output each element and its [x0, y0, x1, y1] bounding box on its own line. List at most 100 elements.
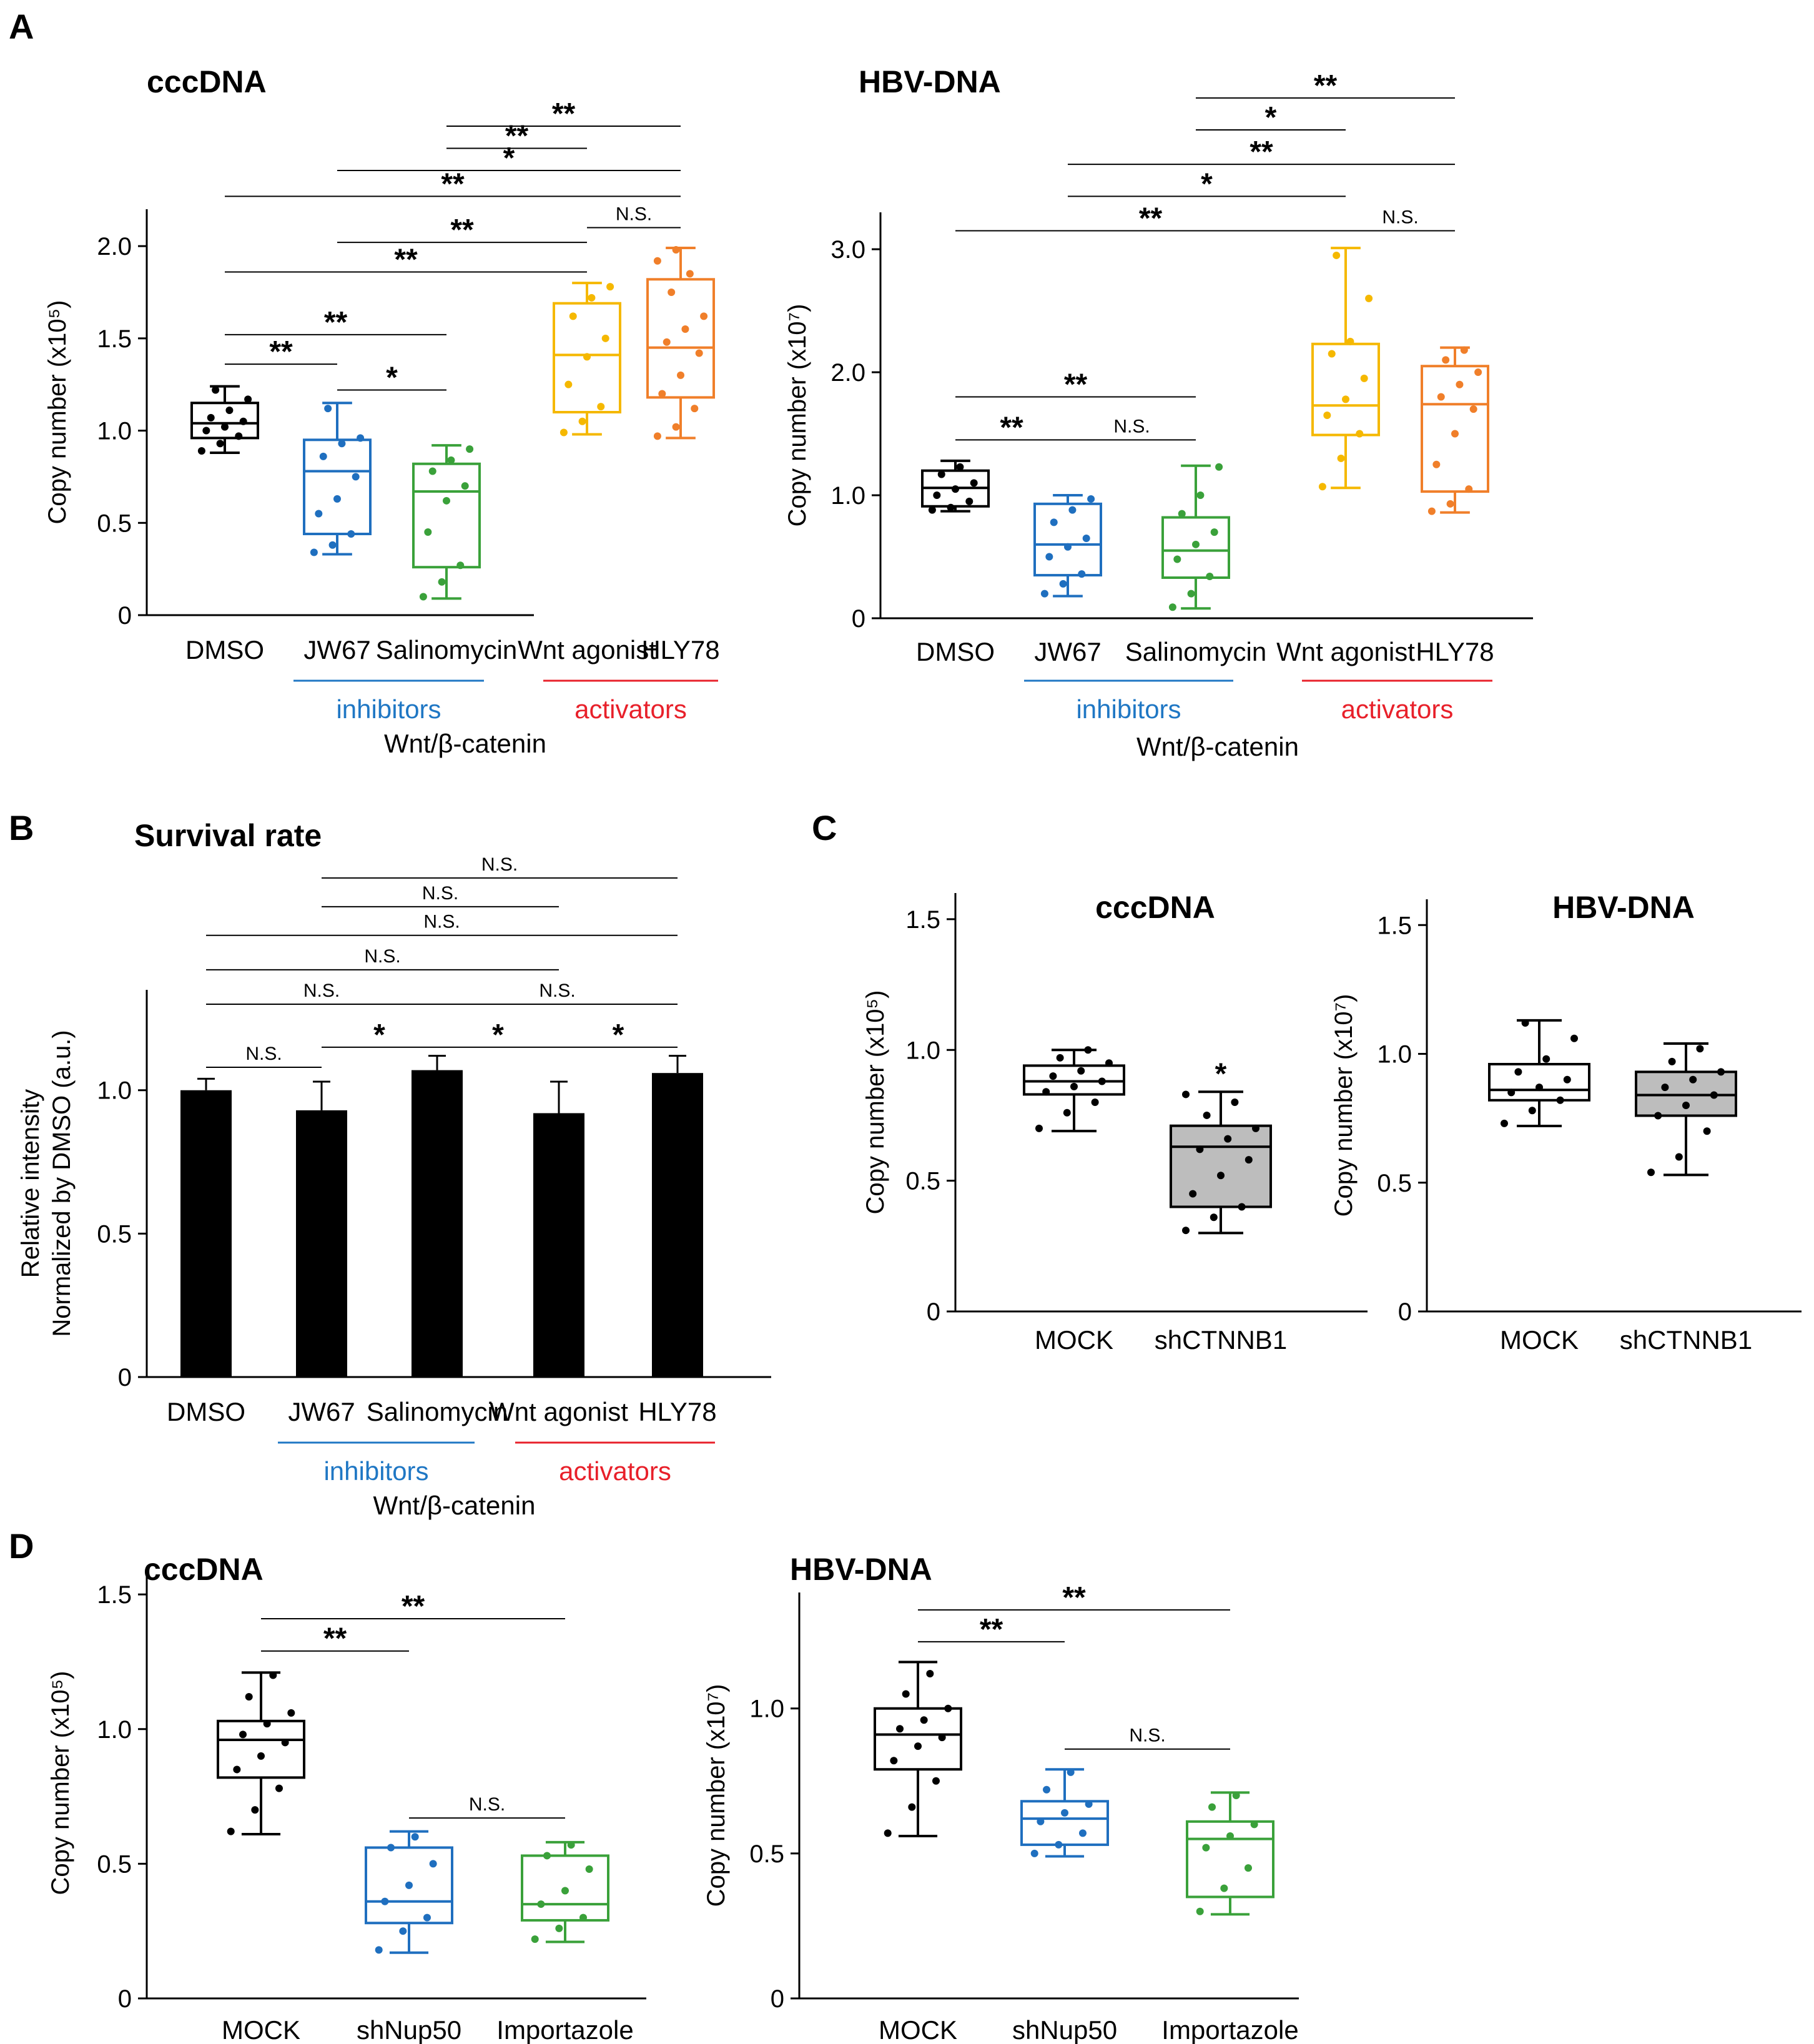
- chart-a-hbv-dna: 0 1.0 2.0 3.0 DMSO JW67 Salinomycin Wnt agonist…: [784, 64, 1533, 761]
- y-axis-label: Copy number (x10⁵): [44, 300, 71, 525]
- box-iqr: [553, 302, 621, 413]
- data-point: [244, 395, 252, 403]
- data-point: [239, 1730, 247, 1739]
- data-point: [1063, 1108, 1071, 1117]
- box-iqr: [874, 1707, 962, 1771]
- chart-title: cccDNA: [144, 1552, 264, 1587]
- significance-label: **: [441, 167, 465, 200]
- data-point: [1521, 1019, 1529, 1027]
- data-point: [1210, 528, 1218, 536]
- data-point: [1064, 543, 1072, 551]
- data-point: [653, 432, 661, 440]
- data-point: [583, 353, 591, 361]
- x-tick-label: Importazole: [496, 2015, 633, 2044]
- group-label: activators: [1341, 694, 1454, 724]
- chart-title: cccDNA: [1095, 890, 1215, 925]
- data-point: [1220, 1884, 1228, 1892]
- bar: [533, 1113, 584, 1377]
- data-point: [1045, 553, 1053, 561]
- group-label: inhibitors: [323, 1456, 428, 1486]
- y-tick-label: 3.0: [831, 236, 865, 264]
- data-point: [1187, 590, 1195, 598]
- data-point: [653, 257, 661, 265]
- data-point: [287, 1709, 295, 1717]
- data-point: [564, 380, 573, 388]
- y-tick-label: 1.0: [749, 1696, 784, 1723]
- data-point: [1078, 570, 1086, 578]
- data-point: [1427, 507, 1436, 515]
- bar: [412, 1070, 463, 1377]
- data-point: [1056, 1054, 1064, 1062]
- data-point: [890, 1757, 898, 1765]
- chart-a-cccdna: 0 0.5 1.0 1.5 2.0 DMSO JW67 Salinomycin Wnt agon…: [44, 64, 720, 758]
- y-axis-label: Copy number (x10⁷): [702, 1684, 730, 1907]
- data-point: [1323, 412, 1331, 419]
- y-tick-label: 1.5: [97, 1581, 132, 1609]
- x-tick-label: shCTNNB1: [1620, 1325, 1752, 1355]
- data-point: [315, 510, 323, 518]
- data-point: [1182, 1090, 1190, 1099]
- data-point: [1647, 1168, 1655, 1177]
- chart-d-cccdna: 0 0.5 1.0 1.5 MOCK shNup50 Importazole cccDNA Co…: [47, 1552, 646, 2044]
- box-iqr: [1311, 342, 1380, 437]
- data-point: [1210, 1213, 1218, 1222]
- data-point: [216, 440, 224, 448]
- significance-label: *: [386, 362, 398, 395]
- chart-title: HBV-DNA: [1552, 890, 1695, 925]
- significance-label: N.S.: [423, 912, 460, 932]
- data-point: [1446, 500, 1454, 508]
- data-point: [970, 479, 978, 487]
- y-tick-label: 1.0: [1377, 1041, 1412, 1069]
- box-2: [1161, 463, 1230, 611]
- data-point: [1202, 1844, 1210, 1852]
- box-1: [303, 402, 372, 556]
- data-point: [588, 294, 596, 302]
- y-tick-label: 0: [118, 1985, 132, 2013]
- data-point: [1437, 393, 1445, 401]
- data-point: [1208, 1803, 1216, 1811]
- data-point: [411, 1833, 419, 1841]
- data-point: [914, 1742, 922, 1750]
- data-point: [937, 470, 945, 478]
- data-point: [555, 1924, 563, 1932]
- box-1: [1170, 1090, 1272, 1235]
- data-point: [559, 428, 568, 437]
- data-point: [333, 495, 341, 503]
- data-point: [227, 1827, 235, 1835]
- data-point: [944, 1704, 952, 1712]
- box-iqr: [1421, 365, 1489, 493]
- data-point: [235, 432, 243, 440]
- data-point: [1456, 380, 1464, 388]
- data-point: [257, 1752, 265, 1760]
- data-point: [920, 1716, 928, 1724]
- y-tick-label: 0.5: [749, 1840, 784, 1868]
- significance-label: *: [503, 142, 515, 175]
- data-point: [1563, 1075, 1571, 1084]
- data-point: [1318, 483, 1326, 491]
- significance-label: N.S.: [539, 980, 575, 1001]
- significance-label: N.S.: [245, 1044, 282, 1064]
- data-point: [1178, 510, 1186, 518]
- y-tick-label: 1.0: [905, 1037, 940, 1064]
- data-point: [1196, 1907, 1204, 1915]
- data-point: [1432, 460, 1441, 468]
- y-axis-label: Copy number (x10⁵): [862, 990, 889, 1215]
- data-point: [1085, 1800, 1093, 1808]
- y-tick-label: 1.0: [97, 418, 132, 445]
- data-point: [1030, 1849, 1038, 1857]
- data-point: [357, 434, 365, 442]
- data-point: [319, 452, 327, 460]
- data-point: [681, 325, 689, 333]
- data-point: [1570, 1034, 1578, 1042]
- data-point: [275, 1784, 283, 1792]
- data-point: [1224, 1135, 1232, 1143]
- data-point: [1078, 1829, 1087, 1837]
- data-point: [1442, 356, 1450, 364]
- panel-label-a: A: [9, 7, 34, 46]
- data-point: [310, 548, 318, 556]
- significance-label: *: [613, 1019, 624, 1052]
- x-tick-label: DMSO: [916, 637, 995, 666]
- data-point: [1360, 374, 1368, 382]
- data-point: [1556, 1096, 1564, 1104]
